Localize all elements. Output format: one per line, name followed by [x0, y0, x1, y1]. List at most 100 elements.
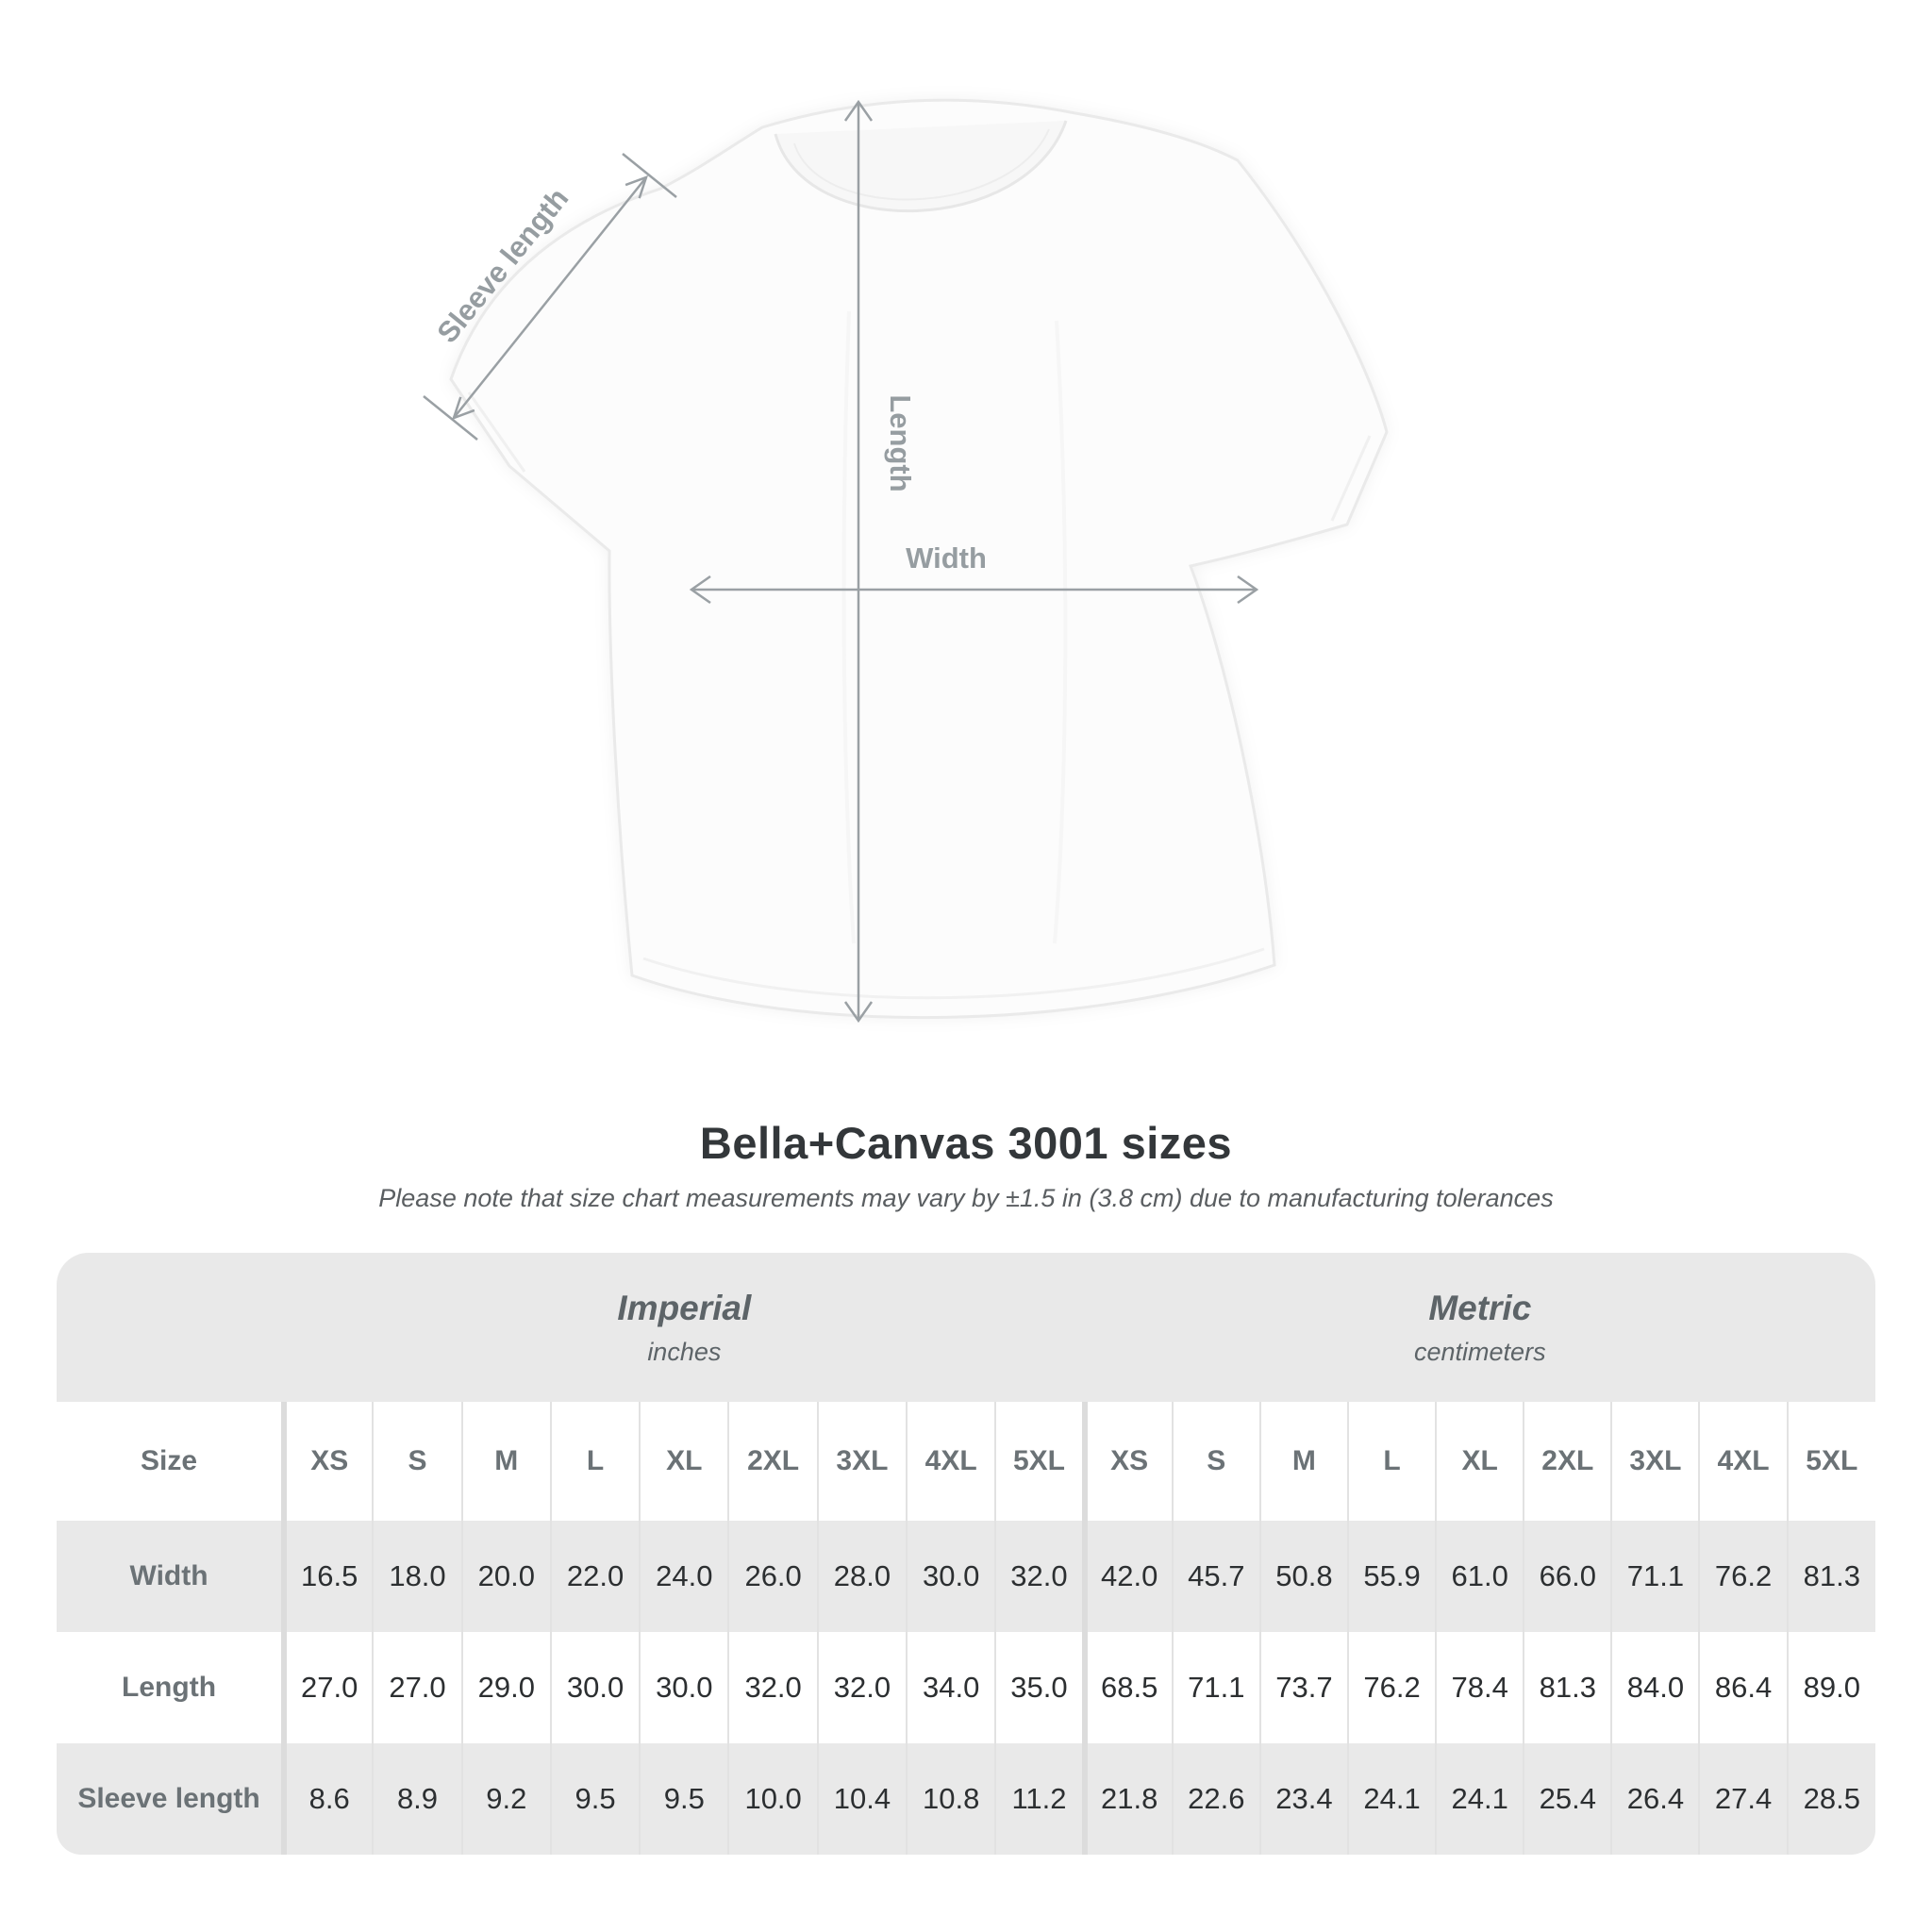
- sleeve-length-row: Sleeve length 8.6 8.9 9.2 9.5 9.5 10.0 1…: [57, 1743, 1875, 1855]
- measurement-cell: 9.2: [460, 1743, 551, 1855]
- width-row: Width 16.5 18.0 20.0 22.0 24.0 26.0 28.0…: [57, 1521, 1875, 1632]
- title-block: Bella+Canvas 3001 sizes Please note that…: [0, 1117, 1932, 1213]
- measurement-cell: 26.0: [727, 1521, 818, 1632]
- measurement-cell: 34.0: [906, 1632, 996, 1743]
- measurement-cell: 23.4: [1258, 1743, 1348, 1855]
- measurement-cell: 11.2: [994, 1743, 1085, 1855]
- measurement-cell: 78.4: [1435, 1632, 1524, 1743]
- measurement-cell: 32.0: [816, 1632, 908, 1743]
- measurement-cell: 29.0: [460, 1632, 551, 1743]
- size-col-header: XS: [281, 1402, 374, 1521]
- size-col-header: 4XL: [906, 1402, 996, 1521]
- measurement-arrows: [423, 99, 1259, 1024]
- measurement-cell: 61.0: [1435, 1521, 1524, 1632]
- length-label: Length: [884, 394, 917, 491]
- measurement-cell: 27.0: [372, 1632, 462, 1743]
- measurement-cell: 45.7: [1171, 1521, 1260, 1632]
- imperial-title: Imperial: [617, 1288, 752, 1327]
- sleeve-length-arrow: [423, 153, 677, 441]
- measurement-cell: 26.4: [1610, 1743, 1700, 1855]
- measurement-cell: 71.1: [1171, 1632, 1260, 1743]
- metric-band: Metric centimeters: [1084, 1253, 1875, 1402]
- measurement-cell: 22.0: [549, 1521, 641, 1632]
- unit-band-spacer: [57, 1253, 285, 1402]
- measurement-cell: 89.0: [1786, 1632, 1875, 1743]
- measurement-cell: 76.2: [1346, 1632, 1437, 1743]
- size-col-header: L: [549, 1402, 641, 1521]
- measurement-cell: 55.9: [1346, 1521, 1437, 1632]
- measurement-cell: 10.8: [906, 1743, 996, 1855]
- measurement-cell: 71.1: [1610, 1521, 1700, 1632]
- tshirt-illustration: [449, 98, 1389, 1020]
- measurement-cell: 66.0: [1523, 1521, 1612, 1632]
- size-col-header: 3XL: [1610, 1402, 1700, 1521]
- measurement-cell: 8.6: [281, 1743, 374, 1855]
- tshirt-hem-stitch: [642, 947, 1265, 1000]
- unit-band-row: Imperial inches Metric centimeters: [57, 1253, 1875, 1402]
- measurement-cell: 30.0: [906, 1521, 996, 1632]
- measurement-cell: 28.5: [1786, 1743, 1875, 1855]
- measurement-cell: 9.5: [549, 1743, 641, 1855]
- measurement-cell: 24.1: [1435, 1743, 1524, 1855]
- measurement-cell: 20.0: [460, 1521, 551, 1632]
- row-label: Length: [57, 1632, 285, 1743]
- measurement-cell: 21.8: [1081, 1743, 1173, 1855]
- width-label: Width: [906, 541, 987, 575]
- metric-title: Metric: [1428, 1288, 1532, 1327]
- tshirt-fold: [1053, 320, 1068, 944]
- imperial-unit: inches: [647, 1337, 722, 1366]
- tshirt-collar: [774, 120, 1068, 212]
- row-label: Width: [57, 1521, 285, 1632]
- measurement-cell: 27.4: [1698, 1743, 1788, 1855]
- measurement-cell: 32.0: [727, 1632, 818, 1743]
- measurement-cell: 35.0: [994, 1632, 1085, 1743]
- measurement-cell: 27.0: [281, 1632, 374, 1743]
- measurement-cell: 42.0: [1081, 1521, 1173, 1632]
- tshirt-measurement-diagram: Sleeve length Length Width: [423, 98, 1389, 1024]
- tshirt-collar-rib: [793, 128, 1050, 201]
- size-header-row: Size XS S M L XL 2XL 3XL 4XL 5XL XS S M …: [57, 1402, 1875, 1521]
- measurement-cell: 8.9: [372, 1743, 462, 1855]
- measurement-cell: 81.3: [1523, 1632, 1612, 1743]
- measurement-cell: 18.0: [372, 1521, 462, 1632]
- imperial-band: Imperial inches: [284, 1253, 1085, 1402]
- measurement-cell: 10.0: [727, 1743, 818, 1855]
- length-arrow: [843, 99, 874, 1024]
- measurement-cell: 30.0: [549, 1632, 641, 1743]
- measurement-cell: 86.4: [1698, 1632, 1788, 1743]
- tolerance-note: Please note that size chart measurements…: [378, 1184, 1554, 1212]
- measurement-cell: 24.1: [1346, 1743, 1437, 1855]
- size-table-container: Imperial inches Metric centimeters Size …: [57, 1253, 1875, 1855]
- metric-unit: centimeters: [1414, 1337, 1546, 1366]
- size-col-header: 2XL: [1523, 1402, 1612, 1521]
- size-col-header: 2XL: [727, 1402, 818, 1521]
- measurement-cell: 16.5: [281, 1521, 374, 1632]
- width-arrow: [689, 575, 1259, 605]
- size-col-header: 5XL: [994, 1402, 1085, 1521]
- measurement-cell: 68.5: [1081, 1632, 1173, 1743]
- tshirt-diagram-svg: Sleeve length Length Width: [423, 98, 1389, 1024]
- tshirt-fold: [841, 310, 856, 944]
- row-label: Sleeve length: [57, 1743, 285, 1855]
- measurement-cell: 9.5: [639, 1743, 729, 1855]
- size-col-header: XL: [639, 1402, 729, 1521]
- size-col-header: S: [372, 1402, 462, 1521]
- size-col-header: XS: [1081, 1402, 1173, 1521]
- measurement-cell: 24.0: [639, 1521, 729, 1632]
- size-col-header: M: [460, 1402, 551, 1521]
- size-table: Imperial inches Metric centimeters Size …: [57, 1253, 1875, 1855]
- measurement-cell: 30.0: [639, 1632, 729, 1743]
- measurement-cell: 84.0: [1610, 1632, 1700, 1743]
- size-col-header: XL: [1435, 1402, 1524, 1521]
- measurement-cell: 22.6: [1171, 1743, 1260, 1855]
- measurement-cell: 73.7: [1258, 1632, 1348, 1743]
- size-col-header: 4XL: [1698, 1402, 1788, 1521]
- measurement-cell: 32.0: [994, 1521, 1085, 1632]
- tshirt-right-sleeve-hem: [1330, 435, 1372, 522]
- size-col-header: 3XL: [816, 1402, 908, 1521]
- size-col-header: L: [1346, 1402, 1437, 1521]
- tshirt-left-sleeve-hem: [467, 391, 526, 473]
- measurement-cell: 25.4: [1523, 1743, 1612, 1855]
- page-title: Bella+Canvas 3001 sizes: [699, 1118, 1233, 1168]
- measurement-cell: 50.8: [1258, 1521, 1348, 1632]
